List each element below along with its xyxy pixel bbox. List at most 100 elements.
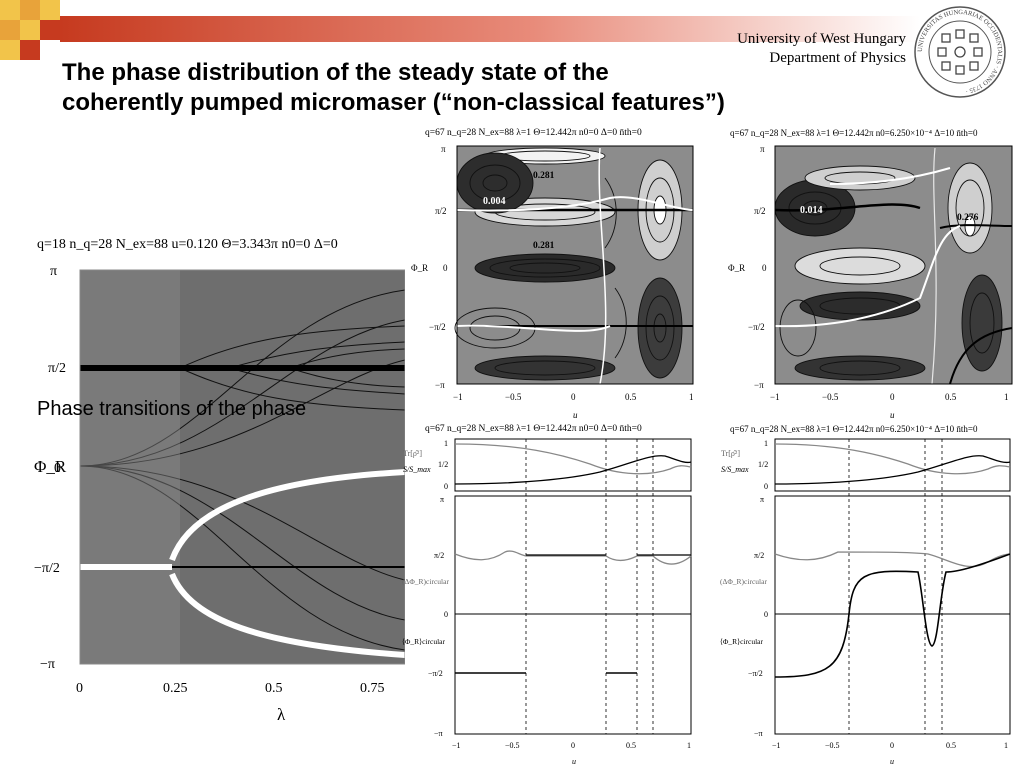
overlay-caption: Phase transitions of the phase [37, 398, 307, 420]
top-right-ytick: π [760, 144, 765, 154]
bottom-left-top-ytick: 0 [444, 482, 448, 491]
top-left-xtick: −0.5 [505, 392, 522, 402]
slide-title: The phase distribution of the steady sta… [62, 58, 882, 118]
left-plot-xlabel: λ [277, 705, 286, 724]
bottom-right-phi-label: ⟨Φ_R⟩circular [720, 637, 763, 646]
top-right-xtick: −0.5 [822, 392, 839, 402]
bottom-right-xtick: 1 [1004, 741, 1008, 750]
bottom-right-xlabel: u [890, 757, 894, 766]
top-right-ytick: −π/2 [748, 322, 765, 332]
bottom-right-line-plot: Tr[ρ̂²] S/S_max (ΔΦ_R)circular ⟨Φ_R⟩circ… [720, 438, 1011, 766]
bottom-right-ytick: 0 [764, 610, 768, 619]
banner-square [20, 40, 40, 60]
bottom-left-xtick: 0.5 [626, 741, 636, 750]
bottom-right-top-ytick: 1 [764, 439, 768, 448]
title-line-1: The phase distribution of the steady sta… [62, 59, 609, 86]
banner-square [20, 0, 40, 20]
top-left-xtick: 0 [571, 392, 576, 402]
bottom-right-xtick: 0 [890, 741, 894, 750]
top-left-ytick: π/2 [435, 206, 447, 216]
banner-square [0, 0, 20, 20]
left-xtick: 0.5 [265, 681, 283, 696]
top-right-xlabel: u [890, 410, 895, 420]
top-right-xtick: 1 [1004, 392, 1009, 402]
top-right-xtick: −1 [770, 392, 780, 402]
bottom-right-ytick: −π/2 [748, 669, 763, 678]
top-right-ylabel: Φ_R [728, 263, 745, 273]
top-left-xtick: 1 [689, 392, 694, 402]
left-xtick: 0 [76, 681, 83, 696]
bottom-left-xlabel: u [572, 757, 576, 766]
bottom-left-plot-caption: q=67 n_q=28 N_ex=88 λ=1 Θ=12.442π n0=0 Δ… [425, 424, 642, 434]
bottom-right-ytick: −π [754, 729, 763, 738]
bottom-left-phi-label: ⟨Φ_R⟩circular [402, 637, 445, 646]
top-left-xlabel: u [573, 410, 578, 420]
bottom-right-tr-label: Tr[ρ̂²] [721, 449, 740, 458]
bottom-left-ytick: π [440, 495, 444, 504]
top-left-ytick: 0 [443, 263, 448, 273]
top-left-ytick: −π [435, 380, 445, 390]
bottom-left-s-label: S/S_max [403, 465, 431, 474]
banner-square [0, 40, 20, 60]
top-left-annotation: 0.281 [533, 171, 555, 181]
top-right-ytick: −π [754, 380, 764, 390]
bottom-left-xtick: 0 [571, 741, 575, 750]
bottom-left-top-ytick: 1/2 [438, 460, 448, 469]
banner-square [0, 20, 20, 40]
top-left-ytick: −π/2 [429, 322, 446, 332]
bottom-right-dphi-label: (ΔΦ_R)circular [720, 577, 767, 586]
bottom-left-xtick: −1 [452, 741, 461, 750]
top-left-ytick: π [441, 144, 446, 154]
left-plot-bifurcation-upper [169, 469, 405, 562]
bottom-left-xtick: 1 [687, 741, 691, 750]
bottom-left-ytick: π/2 [434, 551, 444, 560]
bottom-left-ytick: 0 [444, 610, 448, 619]
left-plot-bifurcation-lower [169, 572, 405, 658]
left-plot-area [80, 270, 405, 664]
top-right-xtick: 0.5 [945, 392, 957, 402]
bottom-right-ytick: π/2 [754, 551, 764, 560]
bottom-left-top-ytick: 1 [444, 439, 448, 448]
left-plot-ylabel: Φ_R [34, 457, 67, 476]
bottom-left-tr-label: Tr[ρ̂²] [403, 449, 422, 458]
banner-square [20, 20, 40, 40]
affiliation: University of West Hungary Department of… [737, 30, 906, 68]
title-line-2: coherently pumped micromaser (“non-class… [62, 89, 725, 116]
top-left-xtick: −1 [453, 392, 463, 402]
top-right-contour-plot: 0.014 0.276 Φ_R u π π/2 0 −π/2 −π −1 −0.… [728, 144, 1013, 420]
top-right-xtick: 0 [890, 392, 895, 402]
top-right-ytick: π/2 [754, 206, 766, 216]
top-left-contour-plot: 0.281 0.004 0.281 Φ_R u π π/2 0 −π/2 −π … [411, 144, 694, 420]
left-phase-plot: Φ_R λ π π/2 0 −π/2 −π 0 0.25 0.5 0.75 [34, 264, 405, 724]
bottom-right-xtick: 0.5 [946, 741, 956, 750]
top-right-plot-caption: q=67 n_q=28 N_ex=88 λ=1 Θ=12.442π n0=6.2… [730, 128, 978, 138]
bottom-right-top-ytick: 0 [764, 482, 768, 491]
bottom-left-dphi-label: (ΔΦ_R)circular [402, 577, 449, 586]
banner-square [40, 20, 60, 40]
left-xtick: 0.75 [360, 681, 385, 696]
left-ytick: −π [40, 657, 55, 672]
top-left-plot-caption: q=67 n_q=28 N_ex=88 λ=1 Θ=12.442π n0=0 Δ… [425, 128, 642, 138]
bottom-right-s-label: S/S_max [721, 465, 749, 474]
top-left-annotation: 0.004 [483, 196, 506, 207]
top-right-annotation: 0.014 [800, 205, 823, 216]
header-banner [0, 0, 920, 60]
university-seal-logo: UNIVERSITAS HUNGARIAE OCCIDENTALIS · ANN… [914, 6, 1006, 98]
bottom-right-ytick: π [760, 495, 764, 504]
banner-square [40, 0, 60, 20]
department-name: Department of Physics [769, 50, 906, 66]
bottom-right-xtick: −0.5 [825, 741, 840, 750]
left-plot-caption: q=18 n_q=28 N_ex=88 u=0.120 Θ=3.343π n0=… [37, 237, 338, 252]
left-ytick: −π/2 [34, 561, 60, 576]
bottom-right-xtick: −1 [772, 741, 781, 750]
bottom-left-ytick: −π [434, 729, 443, 738]
bottom-left-line-plot: Tr[ρ̂²] S/S_max (ΔΦ_R)circular ⟨Φ_R⟩circ… [402, 438, 692, 766]
university-name: University of West Hungary [737, 31, 906, 47]
bottom-left-ytick: −π/2 [428, 669, 443, 678]
banner-gradient-bar [60, 16, 920, 42]
left-ytick: π/2 [48, 361, 66, 376]
left-ytick: 0 [54, 461, 61, 476]
top-left-ylabel: Φ_R [411, 263, 428, 273]
top-left-annotation: 0.281 [533, 241, 555, 251]
top-right-ytick: 0 [762, 263, 767, 273]
